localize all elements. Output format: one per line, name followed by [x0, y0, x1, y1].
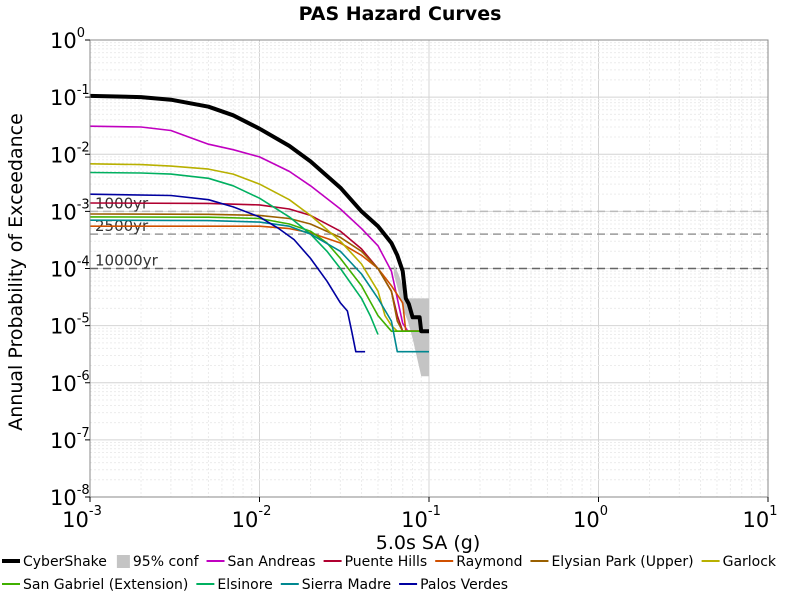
x-tick-label: 10-3	[62, 504, 102, 532]
x-axis-label: 5.0s SA (g)	[376, 532, 481, 554]
legend-label-palos-verdes: Palos Verdes	[420, 577, 508, 593]
series-line-elysian-park-upper-	[89, 213, 429, 333]
series-line-sierra-madre	[89, 219, 429, 353]
y-tick-label: 10-7	[50, 426, 90, 453]
confidence-band-area	[393, 263, 429, 377]
legend-label-elysian-park-upper-: Elysian Park (Upper)	[551, 554, 693, 570]
series-line-cybershake	[89, 93, 429, 334]
y-tick-label: 10-2	[50, 140, 90, 167]
y-tick-label: 10-5	[50, 312, 90, 339]
legend-label-san-andreas: San Andreas	[228, 554, 316, 570]
y-axis-ticks: 100 10-1 10-2 10-3 10-4 10-5 10-6 10-7 10-8	[50, 26, 90, 510]
legend-label-san-gabriel-extension-: San Gabriel (Extension)	[23, 577, 188, 593]
x-tick-label: 10-2	[232, 504, 272, 532]
legend: CyberShake 95% conf San Andreas Puente Hill…	[2, 554, 777, 593]
legend-label-garlock: Garlock	[723, 554, 777, 570]
y-tick-label: 10-3	[50, 197, 90, 224]
confidence-band	[393, 263, 429, 377]
legend-label-sierra-madre: Sierra Madre	[302, 577, 391, 593]
legend-label-puente-hills: Puente Hills	[345, 554, 428, 570]
legend-label-95-conf: 95% conf	[133, 554, 200, 570]
x-tick-label: 100	[573, 504, 608, 532]
grid	[89, 40, 768, 498]
series-line-san-andreas	[89, 125, 429, 333]
y-tick-label: 100	[50, 26, 85, 53]
y-tick-label: 10-8	[50, 483, 90, 510]
y-axis-label: Annual Probability of Exceedance	[5, 113, 27, 431]
chart-title: PAS Hazard Curves	[299, 3, 502, 25]
x-tick-label: 101	[742, 504, 777, 532]
legend-swatch-95-conf	[116, 555, 130, 568]
legend-label-elsinore: Elsinore	[217, 577, 272, 593]
y-tick-label: 10-1	[50, 83, 90, 110]
x-tick-label: 10-1	[401, 504, 441, 532]
legend-label-cybershake: CyberShake	[23, 554, 107, 570]
series-line-raymond	[90, 225, 429, 333]
series-line-palos-verdes	[89, 193, 366, 353]
series-line-elsinore	[89, 171, 379, 335]
series-line-puente-hills	[89, 202, 429, 333]
x-axis-ticks: 10-3 10-2 10-1 100 101	[62, 497, 778, 532]
legend-label-raymond: Raymond	[456, 554, 522, 570]
y-tick-label: 10-4	[50, 255, 90, 282]
y-tick-label: 10-6	[50, 369, 90, 396]
series-line-garlock	[89, 163, 429, 333]
series-lines	[89, 93, 429, 353]
reference-label-10000yr: 10000yr	[95, 252, 159, 270]
